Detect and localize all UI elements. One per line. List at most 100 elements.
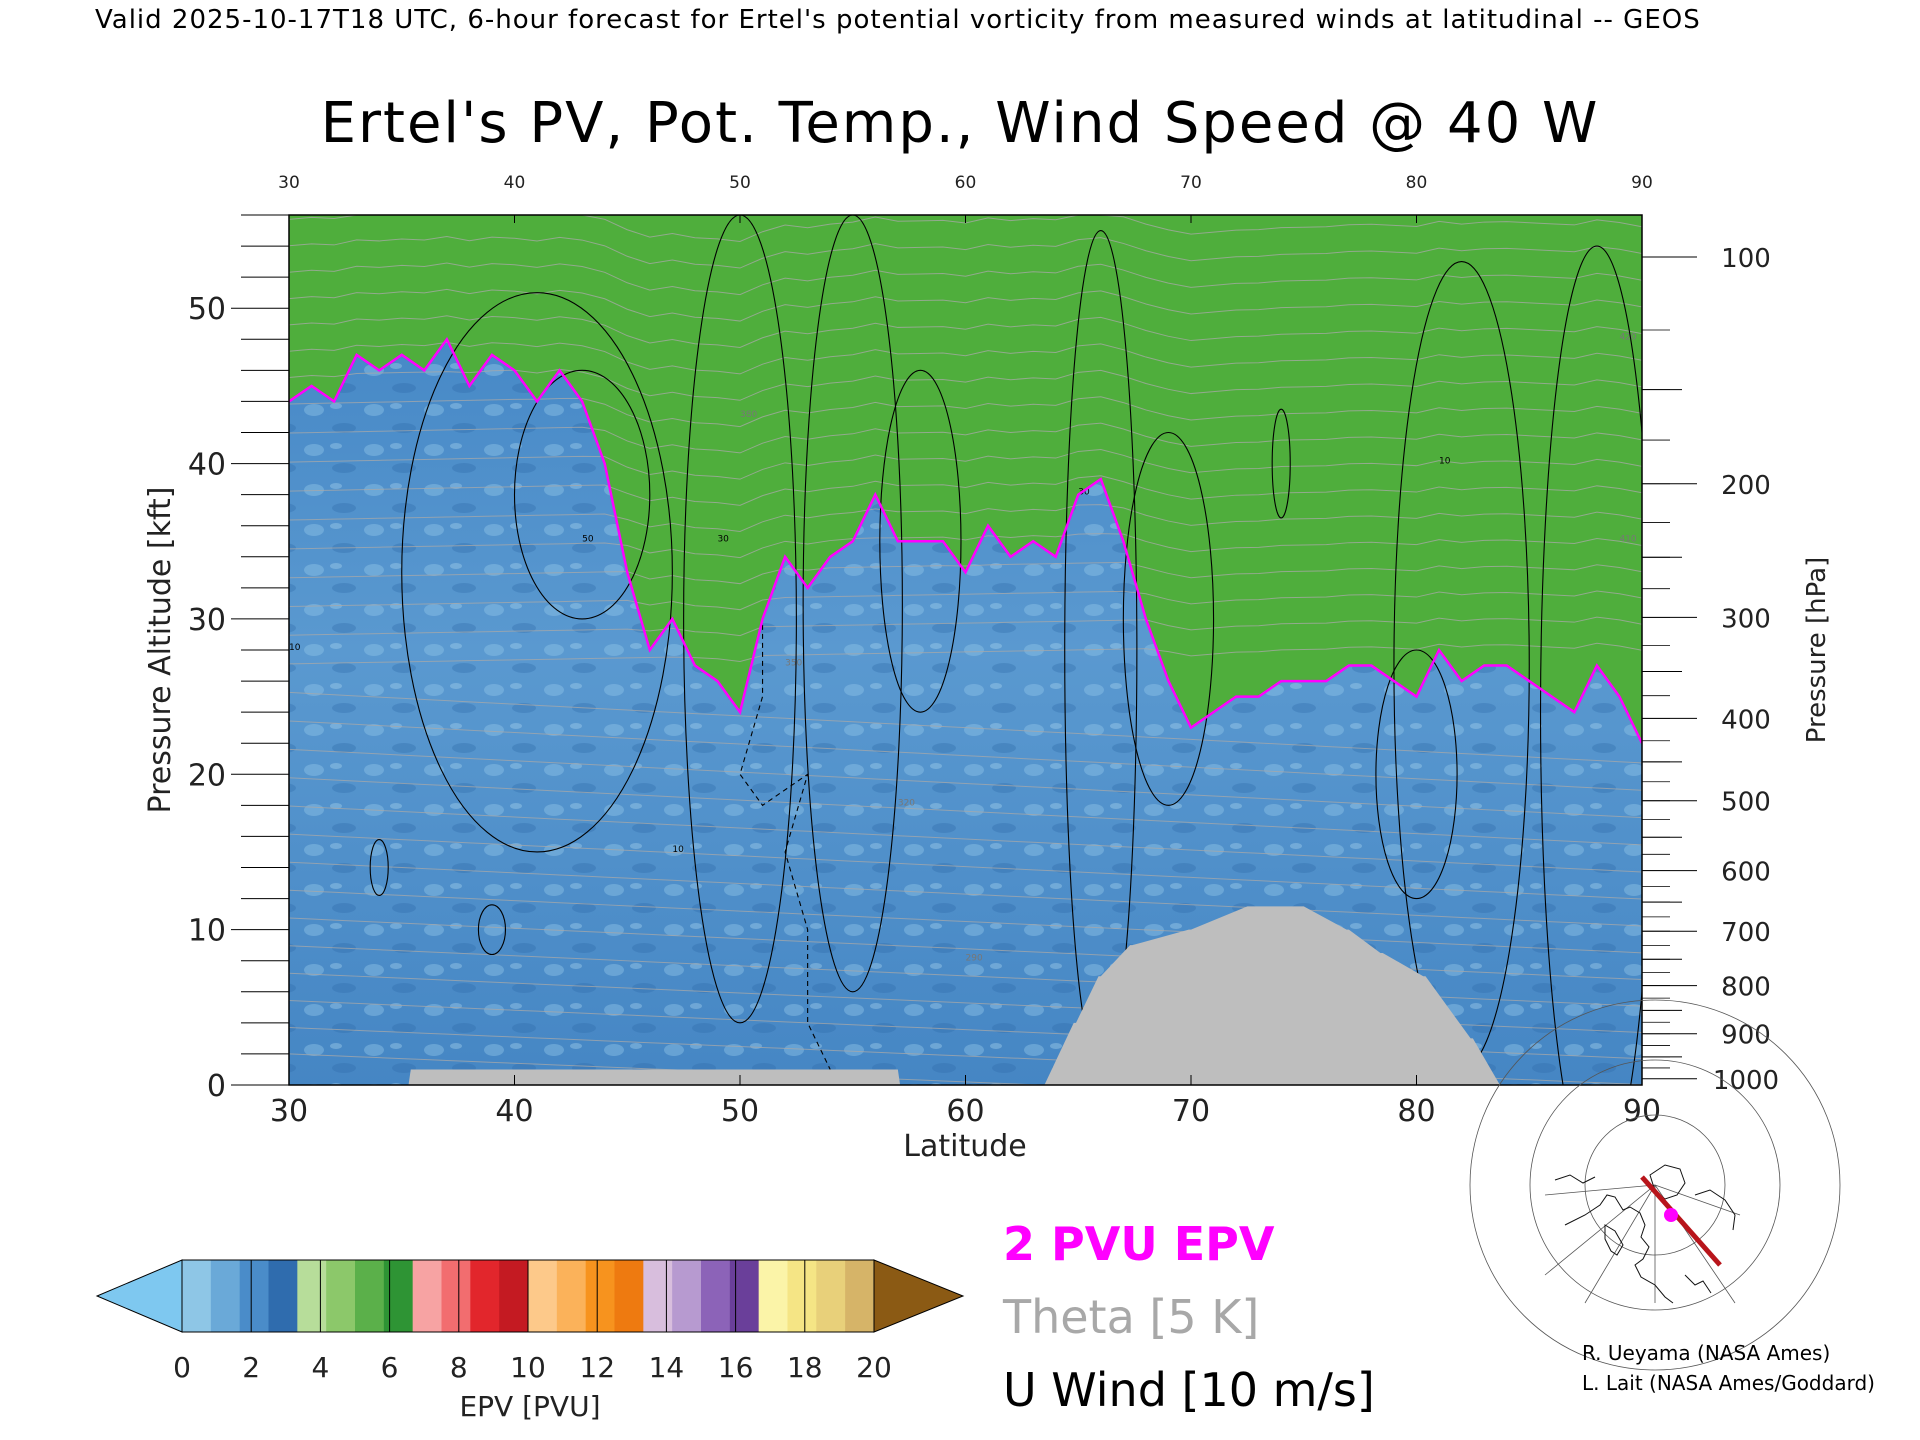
theta-isentrope — [289, 288, 1642, 322]
colorbar-swatch — [412, 1260, 442, 1332]
u-wind-contour — [1271, 408, 1291, 519]
colorbar-tick-label: 0 — [173, 1351, 191, 1384]
x-top-tick-label: 90 — [1631, 173, 1653, 193]
colorbar-tick-label: 4 — [311, 1351, 329, 1384]
colorbar-tick-label: 20 — [856, 1351, 892, 1384]
colorbar-tick-label: 6 — [381, 1351, 399, 1384]
colorbar-swatch — [239, 1260, 269, 1332]
theta-isentrope — [289, 448, 1642, 480]
theta-label: 290 — [966, 954, 983, 964]
theta-isentrope — [289, 215, 1642, 243]
x-tick-label: 90 — [1623, 1094, 1661, 1129]
x-tick-label: 70 — [1172, 1094, 1210, 1129]
colorbar-tick-label: 18 — [787, 1351, 823, 1384]
terrain-mask — [289, 906, 1642, 1085]
u-wind-label: 30 — [1078, 488, 1090, 498]
y-tick-label: 50 — [188, 292, 226, 327]
colorbar-swatch — [672, 1260, 702, 1332]
x-tick-label: 50 — [721, 1094, 759, 1129]
inset-map — [1469, 999, 1841, 1371]
colorbar-tick-label: 14 — [649, 1351, 685, 1384]
inset-graticule — [1469, 999, 1841, 1371]
u-wind-label: 50 — [582, 534, 594, 544]
chart-title: Ertel's PV, Pot. Temp., Wind Speed @ 40 … — [321, 91, 1600, 156]
colorbar-tick-label: 12 — [579, 1351, 615, 1384]
pressure-tick-label: 800 — [1721, 973, 1771, 1003]
legend-theta: Theta [5 K] — [1002, 1290, 1259, 1344]
u-wind-contour — [369, 838, 389, 897]
pressure-tick-label: 900 — [1721, 1021, 1771, 1051]
y-axis-right-label: Pressure [hPa] — [1802, 557, 1832, 744]
inset-location-marker — [1664, 1208, 1678, 1222]
y-axis-label: Pressure Altitude [kft] — [143, 487, 178, 814]
u-wind-label: 10 — [289, 643, 301, 653]
legend-epv: 2 PVU EPV — [1003, 1217, 1275, 1271]
y-tick-label: 0 — [207, 1069, 226, 1104]
theta-isentrope — [289, 504, 1642, 533]
theta-isentrope — [289, 315, 1642, 349]
pressure-tick-label: 300 — [1721, 604, 1771, 634]
u-wind-label: 10 — [1439, 457, 1451, 467]
theta-label: 410 — [1619, 534, 1636, 544]
u-wind-contour — [1539, 245, 1642, 1085]
colorbar: 0 2 4 6 8 10 12 14 16 18 20 — [95, 1259, 965, 1384]
colorbar-swatch — [758, 1260, 788, 1332]
theta-isentrope — [289, 396, 1642, 428]
colorbar-swatch — [268, 1260, 298, 1332]
theta-label: 350 — [785, 659, 802, 669]
x-tick-label: 40 — [495, 1094, 533, 1129]
colorbar-tick-label: 16 — [718, 1351, 754, 1384]
theta-isentrope — [289, 720, 1642, 791]
colorbar-below-arrow — [95, 1259, 183, 1333]
valid-time-line: Valid 2025-10-17T18 UTC, 6-hour forecast… — [95, 5, 1701, 35]
theta-isentrope — [289, 262, 1642, 296]
credit-line-1: R. Ueyama (NASA Ames) — [1582, 1341, 1830, 1365]
colorbar-swatch — [556, 1260, 587, 1332]
u-wind-contour — [1375, 649, 1458, 900]
theta-isentrope — [289, 833, 1642, 900]
colorbar-swatch — [441, 1260, 471, 1332]
theta-isentrope — [289, 561, 1642, 585]
colorbar-swatch — [614, 1260, 644, 1332]
colorbar-tick-label: 10 — [510, 1351, 546, 1384]
y-tick-label: 40 — [188, 448, 226, 483]
theta-isentrope — [289, 777, 1642, 846]
u-wind-contour — [879, 369, 962, 713]
theta-isentrope — [289, 235, 1642, 269]
colorbar-swatch — [845, 1260, 875, 1332]
pressure-tick-label: 1000 — [1713, 1066, 1779, 1096]
colorbar-swatch — [528, 1260, 558, 1332]
colorbar-tick-label: 8 — [450, 1351, 468, 1384]
x-tick-label: 60 — [946, 1094, 984, 1129]
x-top-tick-label: 30 — [278, 173, 300, 193]
u-wind-label: 10 — [672, 845, 684, 855]
theta-isentrope — [289, 748, 1642, 819]
theta-isentrope — [289, 889, 1642, 954]
x-top-tick-label: 40 — [504, 173, 526, 193]
x-top-tick-label: 70 — [1180, 173, 1202, 193]
x-top-tick-label: 60 — [955, 173, 977, 193]
colorbar-swatch — [383, 1260, 414, 1332]
colorbar-label: EPV [PVU] — [459, 1390, 600, 1423]
x-top-tick-label: 50 — [729, 173, 751, 193]
pressure-tick-label: 100 — [1721, 244, 1771, 274]
colorbar-swatch — [585, 1260, 615, 1332]
theta-isentrope — [289, 616, 1642, 637]
epv-layer-1 — [289, 215, 1642, 744]
pressure-tick-label: 700 — [1721, 918, 1771, 948]
pressure-tick-label: 600 — [1721, 858, 1771, 888]
y-tick-label: 20 — [188, 758, 226, 793]
pressure-tick-label: 200 — [1721, 471, 1771, 501]
plot-area: 290 320 350 380 410 420 10 30 50 30 10 10 — [289, 215, 1642, 1085]
theta-isentrope — [289, 422, 1642, 454]
u-wind-contour — [1122, 431, 1215, 806]
tropopause-2pvu-line — [289, 336, 1642, 744]
colorbar-swatch — [701, 1260, 731, 1332]
colorbar-swatch — [326, 1260, 356, 1332]
x-tick-label: 30 — [270, 1094, 308, 1129]
u-wind-contour — [477, 904, 507, 956]
colorbar-swatch — [182, 1260, 212, 1332]
theta-label: 380 — [740, 410, 757, 420]
u-wind-label: 30 — [717, 534, 729, 544]
